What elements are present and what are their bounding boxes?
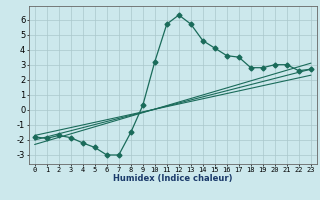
X-axis label: Humidex (Indice chaleur): Humidex (Indice chaleur) xyxy=(113,174,233,183)
